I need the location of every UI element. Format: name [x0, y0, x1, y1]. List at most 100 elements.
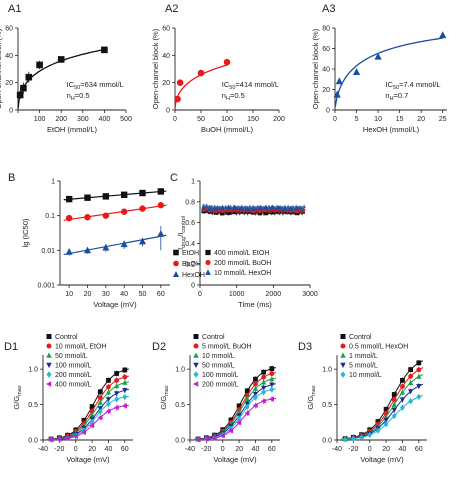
panel-d1-data-point — [81, 417, 87, 423]
panel-d3-legend-label: Control — [349, 334, 372, 341]
panel-c-data-point — [263, 210, 269, 216]
panel-d1-data-point — [106, 377, 111, 383]
panel-d3-legend-marker — [340, 362, 346, 368]
panel-d2-legend-label: 50 mmol/L — [202, 363, 235, 370]
panel-c-letter: C — [170, 172, 178, 184]
panel-b-y-tick-label: 0.001 — [37, 283, 55, 290]
panel-c-data-point — [257, 205, 263, 211]
panel-d2-data-point — [260, 379, 267, 385]
panel-d2-legend-marker — [193, 362, 199, 368]
panel-d1-data-point — [56, 436, 62, 443]
panel-c-data-point — [294, 205, 300, 211]
panel-a2-y-tick-label: 60 — [162, 26, 170, 33]
panel-a3-data-point — [333, 90, 341, 98]
panel-d2-data-point — [203, 436, 209, 442]
panel-b-x-tick-label: 50 — [139, 291, 147, 298]
panel-d3: D3 -40 -20 0 20 40 60 0.0 0.5 1.0 Voltage (mV) G/Gm… — [298, 334, 427, 464]
panel-a3-x-tick-label: 25 — [439, 116, 447, 123]
panel-d3-data-point — [408, 398, 414, 405]
panel-c-legend-label: 10 mmol/L HexOH — [214, 270, 271, 277]
panel-d3-data-point — [383, 413, 389, 419]
panel-a1-nh-label: nH=0.5 — [67, 91, 90, 102]
panel-c-y-tick-label: 0.8 — [185, 199, 195, 206]
panel-b-legend-label: HexOH — [182, 272, 205, 279]
panel-d3-legend-marker — [340, 352, 346, 358]
panel-d3-data-point — [416, 360, 422, 366]
panel-d2-x-tick-label: -20 — [201, 446, 211, 453]
panel-d3-data-point — [342, 436, 348, 443]
panel-a2-x-tick-label: 100 — [221, 116, 233, 123]
panel-c-data-point — [226, 210, 231, 216]
panel-b-x-tick-label: 60 — [157, 291, 165, 298]
panel-d1-x-tick-label: 20 — [88, 446, 96, 453]
panel-c-data-point — [282, 206, 288, 211]
panel-a2-data-point — [223, 58, 231, 66]
panel-d1-legend-label: Control — [55, 334, 78, 341]
panel-d3-legend-marker — [340, 371, 346, 378]
panel-a3-nh-label: nH=0.7 — [385, 91, 408, 102]
panel-c-data-point — [244, 206, 250, 211]
panel-d1-data-point — [89, 411, 95, 418]
panel-c-data-point — [232, 204, 238, 210]
panel-d3-data-point — [391, 412, 397, 420]
panel-c-data-point — [201, 205, 207, 211]
panel-c-data-point — [213, 206, 219, 211]
panel-b-data-point — [83, 246, 92, 254]
panel-d2-data-point — [253, 394, 258, 401]
panel-d2-data-point — [269, 366, 275, 372]
panel-a2-data-point — [174, 95, 181, 103]
panel-b-data-point — [102, 212, 110, 219]
panel-c-y-tick-label: 0.2 — [185, 262, 195, 269]
panel-a2-x-axis-label: BuOH (mmol/L) — [201, 125, 254, 134]
panel-d1-legend-marker — [46, 371, 52, 378]
panel-a1-x-tick-label: 300 — [77, 116, 89, 123]
panel-d3-legend-marker — [340, 334, 346, 339]
panel-d3-data-point — [416, 367, 422, 373]
panel-a3-y-tick-label: 40 — [322, 67, 330, 74]
panel-d2-y-tick-label: 0.5 — [175, 402, 185, 409]
panel-d2-legend-marker — [193, 343, 199, 349]
panel-c-y-tick-label: 0 — [191, 283, 195, 290]
panel-c-data-point — [270, 209, 275, 215]
panel-d2-x-tick-label: 60 — [268, 446, 276, 453]
panel-a3-data-point — [352, 68, 361, 76]
panel-d2-data-point — [244, 403, 250, 410]
panel-a1-y-axis-label: Open-channel block (%) — [0, 28, 3, 109]
panel-b-data-point — [157, 202, 165, 209]
panel-d1-fit-curve — [47, 381, 130, 441]
panel-d3-data-point — [400, 377, 405, 383]
panel-d2-legend-marker — [193, 371, 199, 378]
panel-d3-y-tick-label: 0.0 — [322, 438, 332, 445]
panel-d1-legend-marker — [46, 362, 52, 368]
panel-b-y-axis-label: lg (IC50) — [21, 218, 30, 247]
panel-b-y-tick-label: 0.01 — [41, 248, 55, 255]
panel-d2-data-point — [219, 433, 225, 439]
panel-d3-data-point — [350, 435, 356, 442]
panel-d2-data-point — [260, 385, 267, 391]
panel-d1-data-point — [81, 429, 87, 435]
panel-a1-x-tick-label: 400 — [99, 116, 111, 123]
panel-d1-letter: D1 — [4, 341, 18, 353]
panel-d1-legend-marker — [46, 334, 52, 339]
panel-a1-x-tick-label: 500 — [120, 116, 132, 123]
panel-d2-legend-label: 200 mmol/L — [202, 382, 239, 389]
panel-c-legend-marker — [205, 269, 211, 275]
panel-d3-data-point — [367, 431, 373, 439]
panel-d1-data-point — [122, 374, 128, 380]
panel-d1-data-point — [121, 403, 127, 409]
panel-b-data-point — [120, 240, 128, 248]
panel-d2-data-point — [228, 428, 234, 434]
panel-d1-y-tick-label: 1.0 — [28, 367, 38, 374]
panel-d3-x-tick-label: 60 — [415, 446, 423, 453]
panel-d1-data-point — [114, 378, 120, 383]
panel-c-data-point — [226, 204, 232, 210]
panel-a2-x-tick-label: 50 — [197, 116, 205, 123]
panel-d2-data-point — [244, 388, 250, 394]
panel-a3-y-axis-label: Open-channel block (%) — [311, 28, 320, 109]
panel-d1-data-point — [64, 435, 70, 442]
panel-d2-data-point — [252, 385, 259, 391]
panel-d1-data-point — [97, 395, 103, 401]
panel-d3-data-point — [407, 389, 414, 395]
panel-c-legend-marker — [205, 249, 211, 256]
panel-d1-legend-marker — [46, 343, 52, 349]
